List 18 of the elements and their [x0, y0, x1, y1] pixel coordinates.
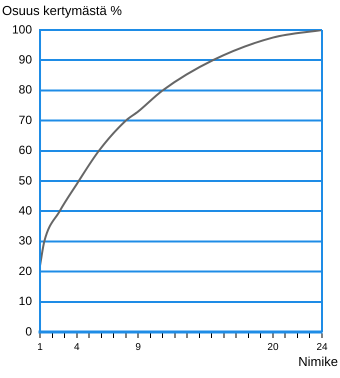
x-axis-title: Nimike [298, 354, 338, 370]
x-tick-label: 9 [135, 342, 142, 353]
y-tick-label: 100 [12, 22, 32, 36]
x-tick-label: 20 [267, 342, 279, 353]
y-tick-label: 0 [25, 324, 32, 338]
y-tick-label: 80 [18, 82, 32, 97]
y-tick-label: 50 [18, 173, 32, 188]
y-axis-title: Osuus kertymästä % [2, 3, 122, 18]
y-tick-label: 10 [18, 294, 32, 308]
y-tick-label: 90 [18, 52, 32, 67]
x-tick-label: 24 [316, 342, 328, 353]
y-tick-label: 20 [18, 264, 32, 278]
y-tick-label: 70 [18, 112, 32, 127]
x-tick-label: 4 [74, 342, 80, 353]
x-tick-label: 1 [37, 342, 44, 353]
y-tick-label: 40 [18, 204, 32, 218]
y-tick-label: 30 [18, 234, 32, 248]
y-tick-label: 60 [18, 143, 32, 158]
